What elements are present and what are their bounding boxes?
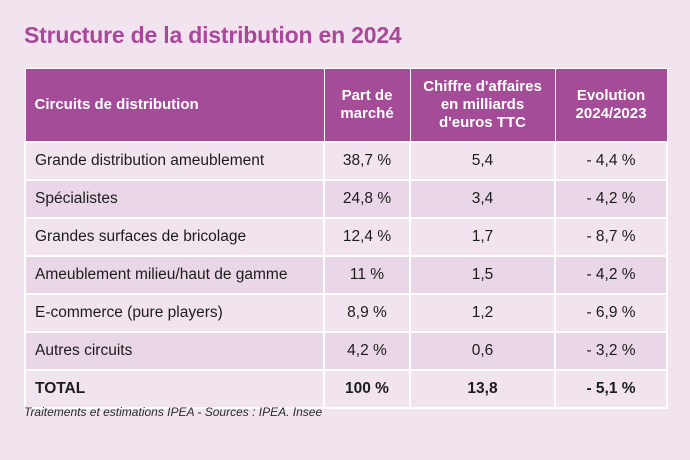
cell-ca: 1,5 [409,255,556,295]
table-row: Grandes surfaces de bricolage 12,4 % 1,7… [24,217,668,257]
header-evolution-line1: Evolution [576,87,646,104]
table-row: Spécialistes 24,8 % 3,4 - 4,2 % [24,179,668,219]
table-total-row: TOTAL 100 % 13,8 - 5,1 % [24,369,668,409]
total-label: TOTAL [24,369,325,409]
table-row: Grande distribution ameublement 38,7 % 5… [24,141,668,181]
cell-part: 8,9 % [323,293,411,333]
header-part-de-marche: Part de marché [323,68,411,143]
cell-ca: 1,7 [409,217,556,257]
header-evolution-line2: 2024/2023 [575,105,647,122]
cell-ca: 5,4 [409,141,556,181]
table-row: Ameublement milieu/haut de gamme 11 % 1,… [24,255,668,295]
table-row: Autres circuits 4,2 % 0,6 - 3,2 % [24,331,668,371]
table-header-row: Circuits de distribution Part de marché … [24,68,668,143]
cell-evolution: - 4,2 % [554,179,668,219]
cell-circuit: Ameublement milieu/haut de gamme [24,255,325,295]
total-ca: 13,8 [409,369,556,409]
table-row: E-commerce (pure players) 8,9 % 1,2 - 6,… [24,293,668,333]
cell-evolution: - 8,7 % [554,217,668,257]
header-part-line1: Part de [341,87,393,104]
cell-circuit: Autres circuits [24,331,325,371]
cell-part: 24,8 % [323,179,411,219]
header-ca-line1: Chiffre d'affaires [423,78,542,95]
total-part: 100 % [323,369,411,409]
cell-evolution: - 3,2 % [554,331,668,371]
header-part-line2: marché [340,105,394,122]
header-circuits: Circuits de distribution [24,68,325,143]
header-ca-line2: en milliards [440,96,525,113]
cell-evolution: - 6,9 % [554,293,668,333]
source-footnote: Traitements et estimations IPEA - Source… [24,405,323,419]
header-chiffre-affaires: Chiffre d'affaires en milliards d'euros … [409,68,556,143]
header-ca-line3: d'euros TTC [439,114,526,131]
cell-circuit: Grande distribution ameublement [24,141,325,181]
cell-evolution: - 4,2 % [554,255,668,295]
cell-part: 38,7 % [323,141,411,181]
cell-part: 4,2 % [323,331,411,371]
cell-ca: 3,4 [409,179,556,219]
cell-ca: 0,6 [409,331,556,371]
cell-part: 11 % [323,255,411,295]
cell-circuit: E-commerce (pure players) [24,293,325,333]
distribution-table: Circuits de distribution Part de marché … [24,68,668,409]
cell-ca: 1,2 [409,293,556,333]
header-evolution: Evolution 2024/2023 [554,68,668,143]
cell-circuit: Spécialistes [24,179,325,219]
cell-part: 12,4 % [323,217,411,257]
cell-evolution: - 4,4 % [554,141,668,181]
total-evolution: - 5,1 % [554,369,668,409]
page-title: Structure de la distribution en 2024 [24,22,402,48]
cell-circuit: Grandes surfaces de bricolage [24,217,325,257]
